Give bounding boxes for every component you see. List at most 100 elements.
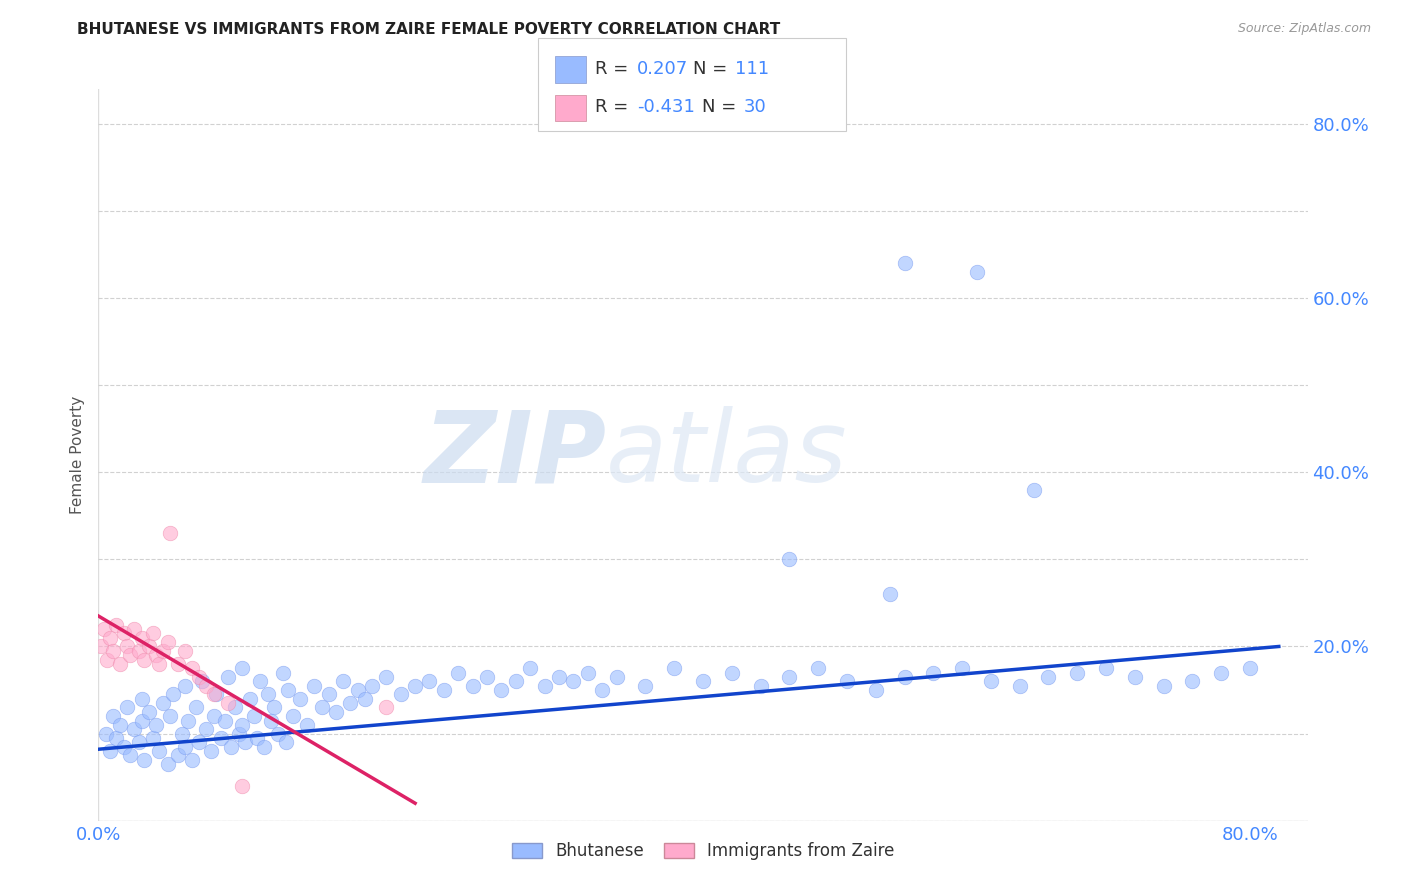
Point [93,622,115,636]
Point [131,714,153,728]
Point [461,679,484,693]
Point [138,640,160,654]
Point [205,687,228,701]
Text: 30: 30 [744,98,766,116]
Point [253,739,276,754]
Point [1022,483,1045,497]
Point [170,726,193,740]
Point [217,670,239,684]
Point [664,661,686,675]
Point [148,744,170,758]
Text: -0.431: -0.431 [637,98,695,116]
Point [181,753,204,767]
Point [243,709,266,723]
Point [339,696,361,710]
Text: R =: R = [595,60,634,78]
Point [404,679,426,693]
Point [1008,679,1031,693]
Point [94,726,117,740]
Point [576,665,599,680]
Point [879,587,901,601]
Point [101,709,124,723]
Point [263,700,285,714]
Text: BHUTANESE VS IMMIGRANTS FROM ZAIRE FEMALE POVERTY CORRELATION CHART: BHUTANESE VS IMMIGRANTS FROM ZAIRE FEMAL… [77,22,780,37]
Point [807,661,830,675]
Point [156,635,179,649]
Point [980,674,1002,689]
Point [271,665,294,680]
Point [101,644,124,658]
Point [159,526,181,541]
Point [505,674,527,689]
Point [108,657,131,671]
Point [533,679,555,693]
Point [162,687,184,701]
Point [159,709,181,723]
Point [260,714,283,728]
Point [893,256,915,270]
Point [491,683,513,698]
Point [142,626,165,640]
Point [865,683,887,698]
Point [195,679,218,693]
Point [148,657,170,671]
Point [231,718,253,732]
Point [231,779,253,793]
Point [176,714,198,728]
Point [246,731,269,745]
Point [519,661,541,675]
Point [257,687,280,701]
Point [108,718,131,732]
Point [922,665,945,680]
Point [131,631,153,645]
Point [720,665,742,680]
Point [1211,665,1233,680]
Point [90,640,112,654]
Point [128,644,150,658]
Point [128,735,150,749]
Point [267,726,290,740]
Point [214,714,236,728]
Text: ZIP: ZIP [423,407,606,503]
Point [115,640,138,654]
Point [304,679,326,693]
Point [233,735,256,749]
Point [152,644,174,658]
Point [1066,665,1088,680]
Point [120,748,142,763]
Point [1153,679,1175,693]
Point [219,739,242,754]
Point [433,683,456,698]
Point [778,552,800,566]
Text: R =: R = [595,98,634,116]
Point [692,674,714,689]
Point [145,718,167,732]
Point [228,726,250,740]
Point [778,670,800,684]
Point [200,744,222,758]
Text: 0.207: 0.207 [637,60,688,78]
Point [1123,670,1146,684]
Point [950,661,973,675]
Y-axis label: Female Poverty: Female Poverty [70,396,86,514]
Point [475,670,498,684]
Point [173,679,195,693]
Point [142,731,165,745]
Point [325,705,347,719]
Point [166,748,188,763]
Text: 111: 111 [735,60,769,78]
Point [353,691,375,706]
Point [188,670,211,684]
Point [966,265,988,279]
Legend: Bhutanese, Immigrants from Zaire: Bhutanese, Immigrants from Zaire [505,836,901,867]
Point [124,622,146,636]
Text: N =: N = [702,98,741,116]
Point [98,631,121,645]
Point [131,691,153,706]
Point [166,657,188,671]
Point [332,674,354,689]
Point [156,757,179,772]
Text: N =: N = [693,60,733,78]
Point [249,674,271,689]
Text: atlas: atlas [606,407,848,503]
